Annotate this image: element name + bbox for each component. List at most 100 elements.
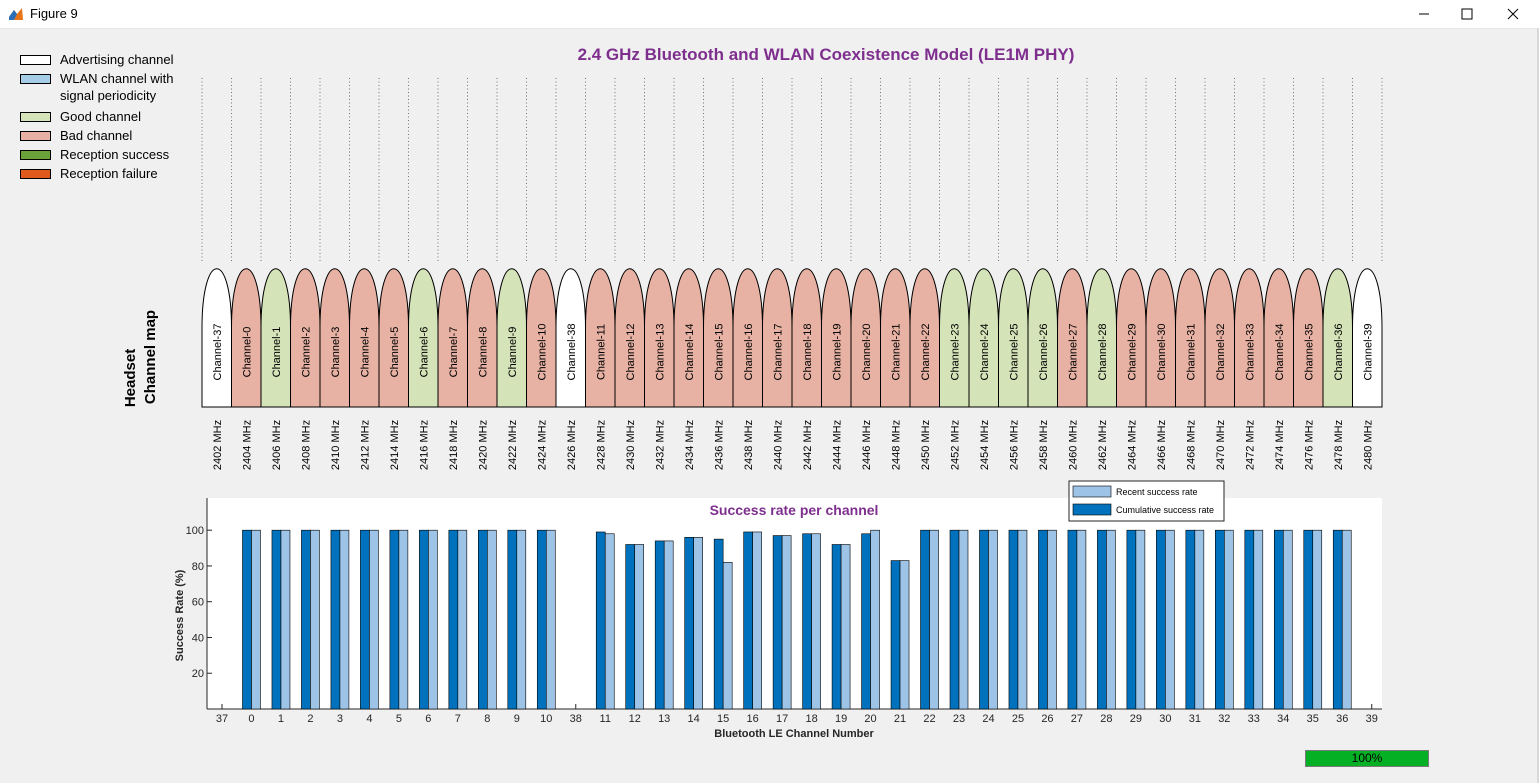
channel-label: Channel-0 xyxy=(241,327,253,378)
bar-cumulative-22 xyxy=(920,529,930,710)
channel-label: Channel-28 xyxy=(1097,324,1109,381)
minimize-button[interactable] xyxy=(1401,0,1447,28)
bar-cumulative-34 xyxy=(1273,529,1284,710)
maximize-button[interactable] xyxy=(1444,0,1490,28)
channel-label: Channel-19 xyxy=(831,324,843,381)
x-tick-label: 0 xyxy=(248,713,254,725)
bar-recent-33 xyxy=(1253,529,1264,710)
bar-chart-legend: Recent success rate Cumulative success ra… xyxy=(1068,480,1225,522)
x-tick-label: 31 xyxy=(1189,713,1201,725)
bar-cumulative-14 xyxy=(684,537,694,710)
bar-recent-34 xyxy=(1282,529,1293,710)
bar-cumulative-26 xyxy=(1038,529,1048,710)
x-tick-label: 4 xyxy=(366,713,372,725)
bar-recent-14 xyxy=(693,537,703,710)
channel-frequency: 2408 MHz xyxy=(300,420,312,470)
bar-recent-3 xyxy=(339,529,350,710)
bar-recent-32 xyxy=(1224,529,1234,710)
bar-cumulative-32 xyxy=(1215,529,1225,710)
x-tick-label: 36 xyxy=(1336,713,1348,725)
channel-label: Channel-5 xyxy=(389,327,401,378)
bar-recent-36 xyxy=(1341,529,1352,710)
channel-label: Channel-37 xyxy=(212,324,224,381)
channel-label: Channel-6 xyxy=(418,327,430,378)
bar-recent-27 xyxy=(1076,529,1087,710)
bar-recent-17 xyxy=(781,535,792,710)
bar-recent-13 xyxy=(663,540,674,710)
x-tick-label: 13 xyxy=(658,713,670,725)
close-icon xyxy=(1507,8,1519,20)
channel-frequency: 2410 MHz xyxy=(330,420,342,470)
channel-frequency: 2438 MHz xyxy=(743,420,755,470)
legend-label: Bad channel xyxy=(60,128,133,143)
channel-frequency: 2480 MHz xyxy=(1362,420,1374,470)
channel-label: Channel-20 xyxy=(861,324,873,381)
bar-cumulative-20 xyxy=(861,533,871,710)
channel-frequency: 2452 MHz xyxy=(949,420,961,470)
channel-label: Channel-21 xyxy=(890,324,902,381)
channel-frequency: 2460 MHz xyxy=(1067,420,1079,470)
window-edge xyxy=(1537,28,1539,783)
x-tick-label: 24 xyxy=(982,713,994,725)
channel-frequency: 2436 MHz xyxy=(713,420,725,470)
channel-frequency: 2418 MHz xyxy=(448,420,460,470)
channel-label: Channel-14 xyxy=(684,324,696,381)
channel-label: Channel-35 xyxy=(1303,324,1315,381)
channel-frequency: 2440 MHz xyxy=(772,420,784,470)
bar-recent-8 xyxy=(487,529,497,710)
channel-label: Channel-33 xyxy=(1244,324,1256,381)
x-tick-label: 10 xyxy=(540,713,552,725)
bar-recent-0 xyxy=(251,529,261,710)
bar-recent-23 xyxy=(958,529,969,710)
bar-cumulative-12 xyxy=(625,544,636,710)
channel-frequency: 2428 MHz xyxy=(595,420,607,470)
close-button[interactable] xyxy=(1490,0,1536,28)
channel-shape-channel-39 xyxy=(1352,268,1383,408)
bar-cumulative-29 xyxy=(1126,529,1137,710)
channel-label: Channel-18 xyxy=(802,324,814,381)
x-tick-label: 39 xyxy=(1366,713,1378,725)
channel-label: Channel-23 xyxy=(949,324,961,381)
bar-cumulative-0 xyxy=(242,529,252,710)
bar-cumulative-33 xyxy=(1244,529,1255,710)
x-tick-label: 23 xyxy=(953,713,965,725)
x-tick-label: 26 xyxy=(1041,713,1053,725)
bar-cumulative-2 xyxy=(301,529,311,710)
bar-cumulative-11 xyxy=(595,531,606,710)
bar-cumulative-30 xyxy=(1156,529,1166,710)
bar-recent-10 xyxy=(545,529,556,710)
x-tick-label: 35 xyxy=(1307,713,1319,725)
legend-label: WLAN channel with signal periodicity xyxy=(60,71,174,103)
matlab-icon xyxy=(9,8,23,20)
channel-frequency: 2468 MHz xyxy=(1185,420,1197,470)
x-tick-label: 29 xyxy=(1130,713,1142,725)
channel-frequency: 2416 MHz xyxy=(418,420,430,470)
y-tick-label: 40 xyxy=(192,632,204,644)
bar-recent-5 xyxy=(398,529,409,710)
bar-recent-20 xyxy=(870,529,880,710)
channel-label: Channel-9 xyxy=(507,327,519,378)
channel-frequency: 2472 MHz xyxy=(1244,420,1256,470)
channel-label: Channel-8 xyxy=(477,327,489,378)
channel-label: Channel-11 xyxy=(595,324,607,380)
y-tick-label: 20 xyxy=(192,668,204,680)
bar-recent-19 xyxy=(840,544,851,710)
channel-label: Channel-10 xyxy=(536,324,548,381)
x-tick-label: 34 xyxy=(1277,713,1289,725)
x-tick-label: 17 xyxy=(776,713,788,725)
y-axis-label: Success Rate (%) xyxy=(174,569,186,661)
bar-cumulative-17 xyxy=(772,535,783,710)
channel-label: Channel-13 xyxy=(654,324,666,381)
bar-cumulative-23 xyxy=(949,529,960,710)
bar-cumulative-16 xyxy=(743,531,753,710)
x-axis-label: Bluetooth LE Channel Number xyxy=(714,728,874,740)
channel-label: Channel-38 xyxy=(566,324,578,381)
progress-fill xyxy=(1306,751,1428,766)
x-tick-label: 16 xyxy=(747,713,759,725)
channel-label: Channel-36 xyxy=(1333,324,1345,381)
bar-recent-31 xyxy=(1194,529,1205,710)
x-tick-label: 15 xyxy=(717,713,729,725)
legend-swatch xyxy=(20,169,51,179)
x-tick-label: 8 xyxy=(484,713,490,725)
bar-cumulative-6 xyxy=(419,529,429,710)
